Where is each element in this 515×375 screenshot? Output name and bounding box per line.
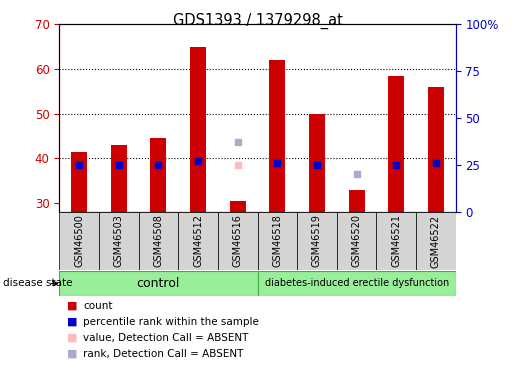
Bar: [258, 271, 456, 296]
Bar: [71, 152, 87, 212]
Text: GSM46519: GSM46519: [312, 214, 322, 267]
Bar: [59, 271, 258, 296]
Text: GSM46508: GSM46508: [153, 214, 163, 267]
Text: ■: ■: [67, 301, 77, 310]
Text: count: count: [83, 301, 113, 310]
Bar: [59, 212, 99, 270]
Text: ■: ■: [67, 349, 77, 359]
Text: GSM46512: GSM46512: [193, 214, 203, 267]
Text: disease state: disease state: [3, 279, 72, 288]
Bar: [178, 212, 218, 270]
Text: value, Detection Call = ABSENT: value, Detection Call = ABSENT: [83, 333, 249, 343]
Text: GSM46522: GSM46522: [431, 214, 441, 267]
Bar: [349, 189, 365, 212]
Bar: [376, 212, 416, 270]
Bar: [388, 76, 404, 212]
Text: GSM46516: GSM46516: [233, 214, 243, 267]
Bar: [416, 212, 456, 270]
Bar: [258, 212, 297, 270]
Text: rank, Detection Call = ABSENT: rank, Detection Call = ABSENT: [83, 349, 244, 359]
Bar: [150, 138, 166, 212]
Text: ■: ■: [67, 333, 77, 343]
Bar: [190, 47, 206, 212]
Bar: [309, 114, 325, 212]
Text: percentile rank within the sample: percentile rank within the sample: [83, 317, 260, 327]
Text: control: control: [136, 277, 180, 290]
Bar: [428, 87, 444, 212]
Bar: [269, 60, 285, 212]
Text: GSM46521: GSM46521: [391, 214, 401, 267]
Bar: [337, 212, 376, 270]
Text: GSM46520: GSM46520: [352, 214, 362, 267]
Text: ■: ■: [67, 317, 77, 327]
Bar: [218, 212, 258, 270]
Bar: [99, 212, 139, 270]
Text: GSM46500: GSM46500: [74, 214, 84, 267]
Text: GSM46503: GSM46503: [114, 214, 124, 267]
Text: GDS1393 / 1379298_at: GDS1393 / 1379298_at: [173, 13, 342, 29]
Bar: [111, 145, 127, 212]
Bar: [139, 212, 178, 270]
Bar: [297, 212, 337, 270]
Bar: [230, 201, 246, 212]
Text: diabetes-induced erectile dysfunction: diabetes-induced erectile dysfunction: [265, 279, 449, 288]
Text: GSM46518: GSM46518: [272, 214, 282, 267]
